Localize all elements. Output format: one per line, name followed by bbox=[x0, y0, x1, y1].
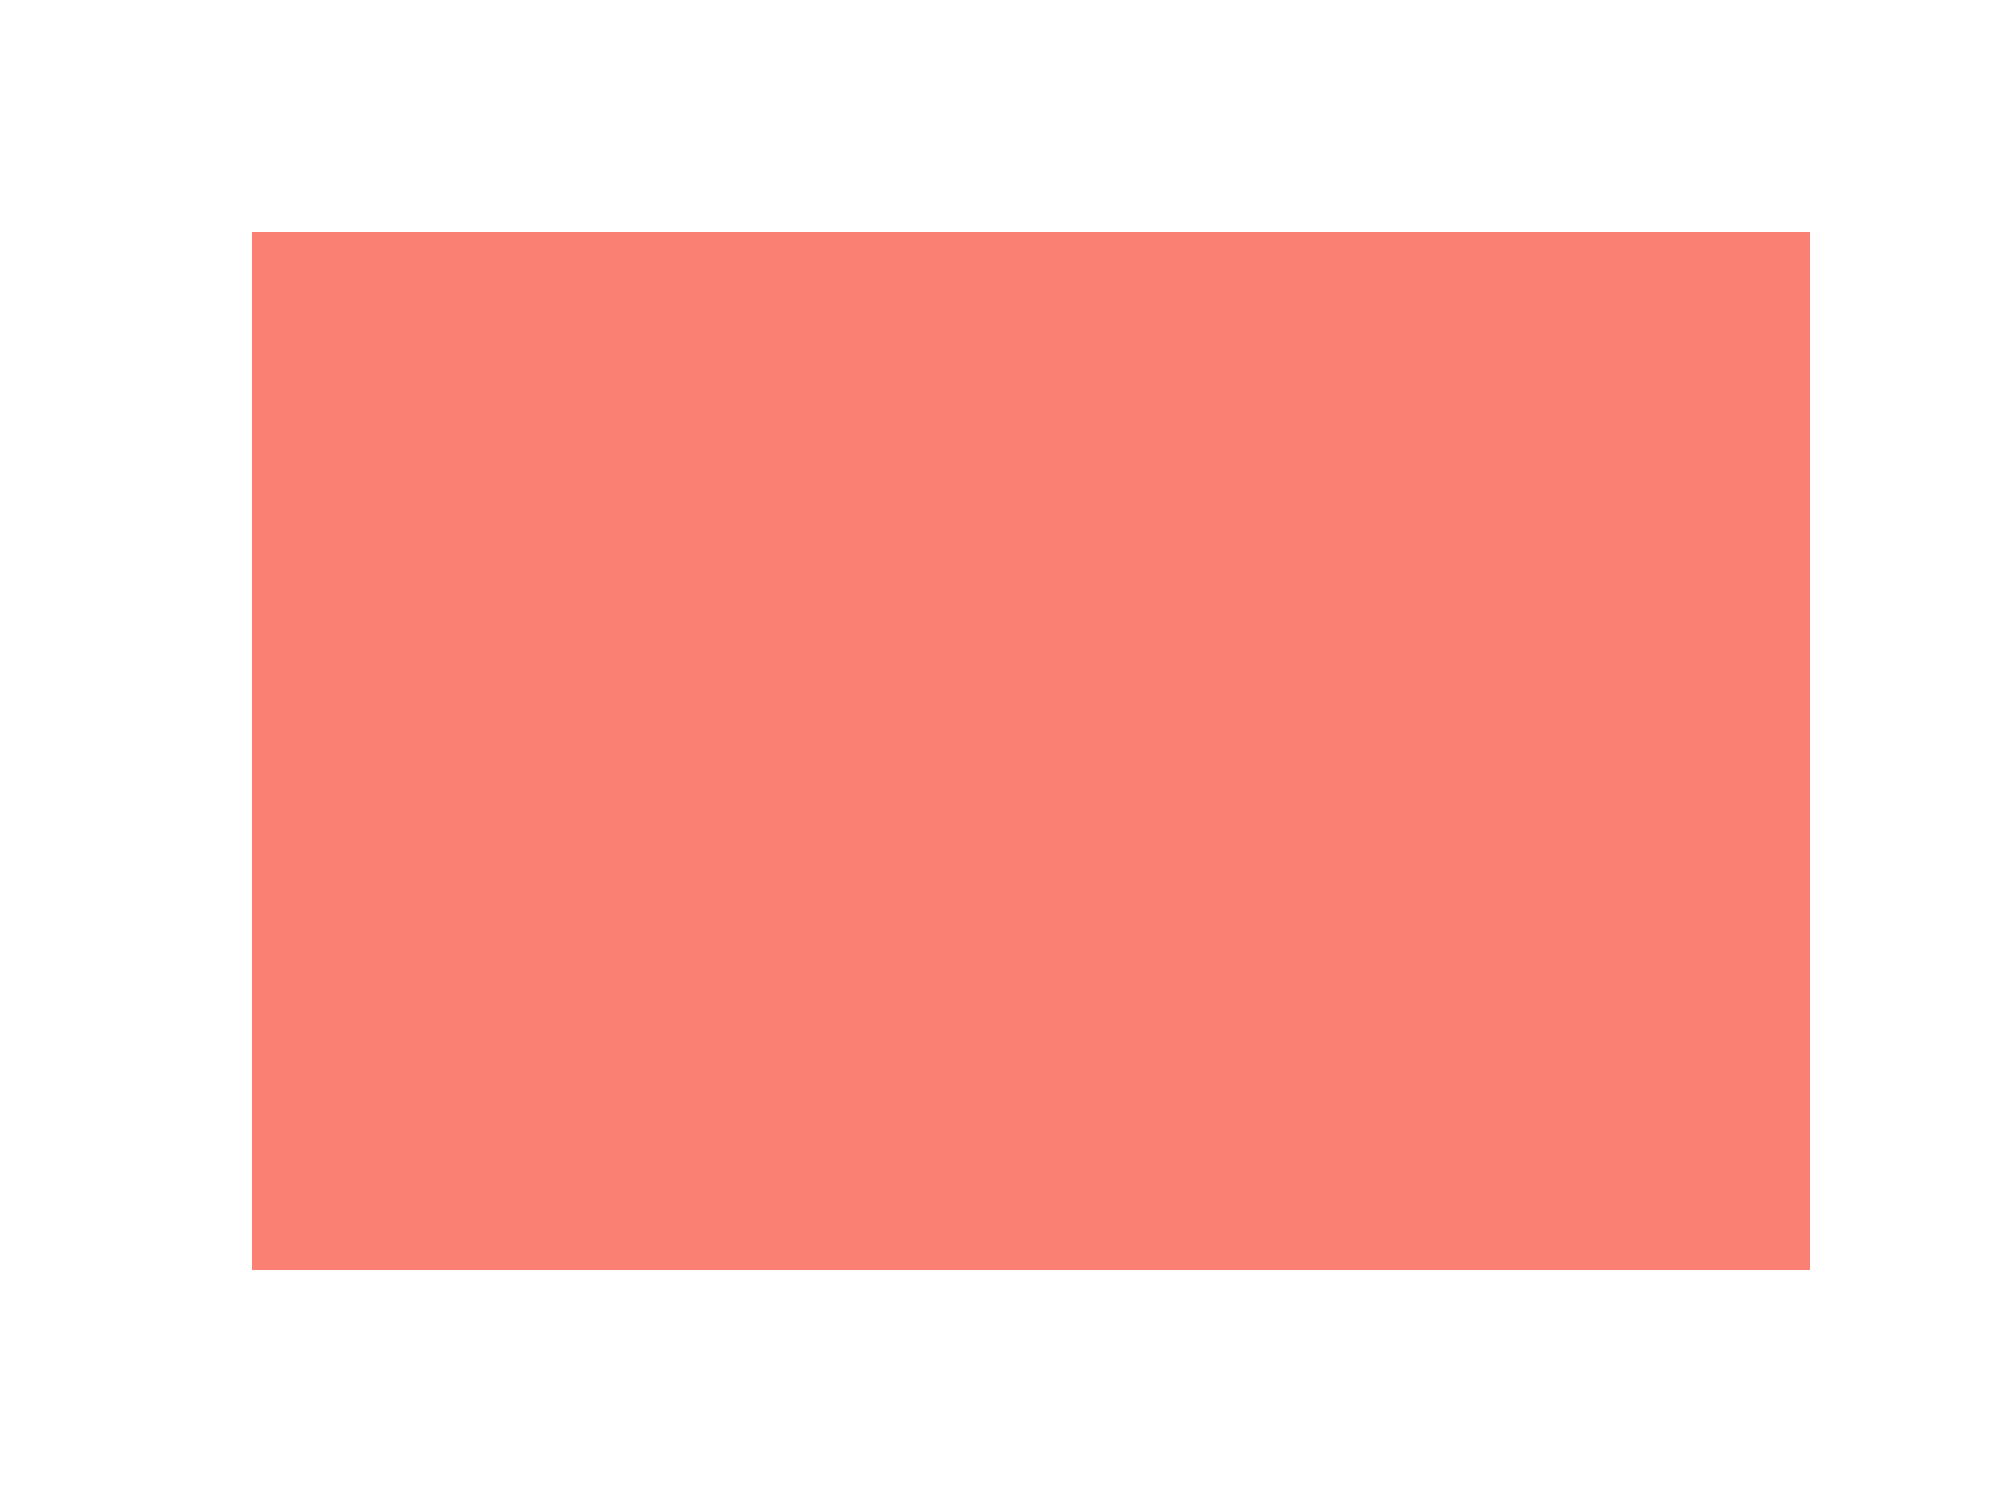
word-cloud-canvas bbox=[252, 232, 1810, 1270]
word-cloud bbox=[252, 232, 1810, 1270]
